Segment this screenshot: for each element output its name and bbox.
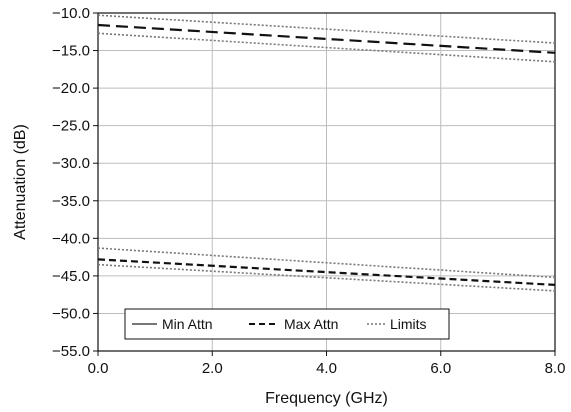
- legend-label-limits: Limits: [390, 316, 427, 332]
- y-axis-label: Attenuation (dB): [12, 124, 29, 240]
- x-tick-label: 8.0: [545, 360, 566, 377]
- series-line-limits: [97, 14, 556, 44]
- y-axis-ticks: −10.0 −15.0 −20.0 −25.0 −30.0 −35.0 −40.0 −45.0…: [52, 5, 98, 360]
- legend-label-max-attn: Max Attn: [284, 316, 338, 332]
- series-group: [97, 14, 556, 292]
- series-line-max-attn: [97, 23, 556, 54]
- y-tick-label: −35.0: [52, 193, 90, 210]
- y-tick-label: −10.0: [52, 5, 90, 22]
- x-tick-label: 4.0: [316, 360, 337, 377]
- x-axis-label: Frequency (GHz): [265, 390, 388, 407]
- y-tick-label: −25.0: [52, 118, 90, 135]
- y-tick-label: −20.0: [52, 80, 90, 97]
- y-tick-label: −15.0: [52, 43, 90, 60]
- series-line-limits: [97, 32, 556, 63]
- x-axis-ticks: 0.0 2.0 4.0 6.0 8.0: [88, 351, 566, 377]
- legend-label-min-attn: Min Attn: [162, 316, 213, 332]
- y-tick-label: −50.0: [52, 305, 90, 322]
- x-tick-label: 0.0: [88, 360, 109, 377]
- grid-lines: [98, 13, 555, 351]
- y-tick-label: −55.0: [52, 343, 90, 360]
- legend: Min Attn Max Attn Limits: [124, 308, 450, 340]
- series-line-limits: [97, 263, 556, 292]
- legend-box: [124, 308, 450, 340]
- x-tick-label: 6.0: [430, 360, 451, 377]
- series-line-limits: [97, 247, 556, 279]
- y-tick-label: −30.0: [52, 155, 90, 172]
- y-tick-label: −40.0: [52, 230, 90, 247]
- y-tick-label: −45.0: [52, 268, 90, 285]
- x-tick-label: 2.0: [202, 360, 223, 377]
